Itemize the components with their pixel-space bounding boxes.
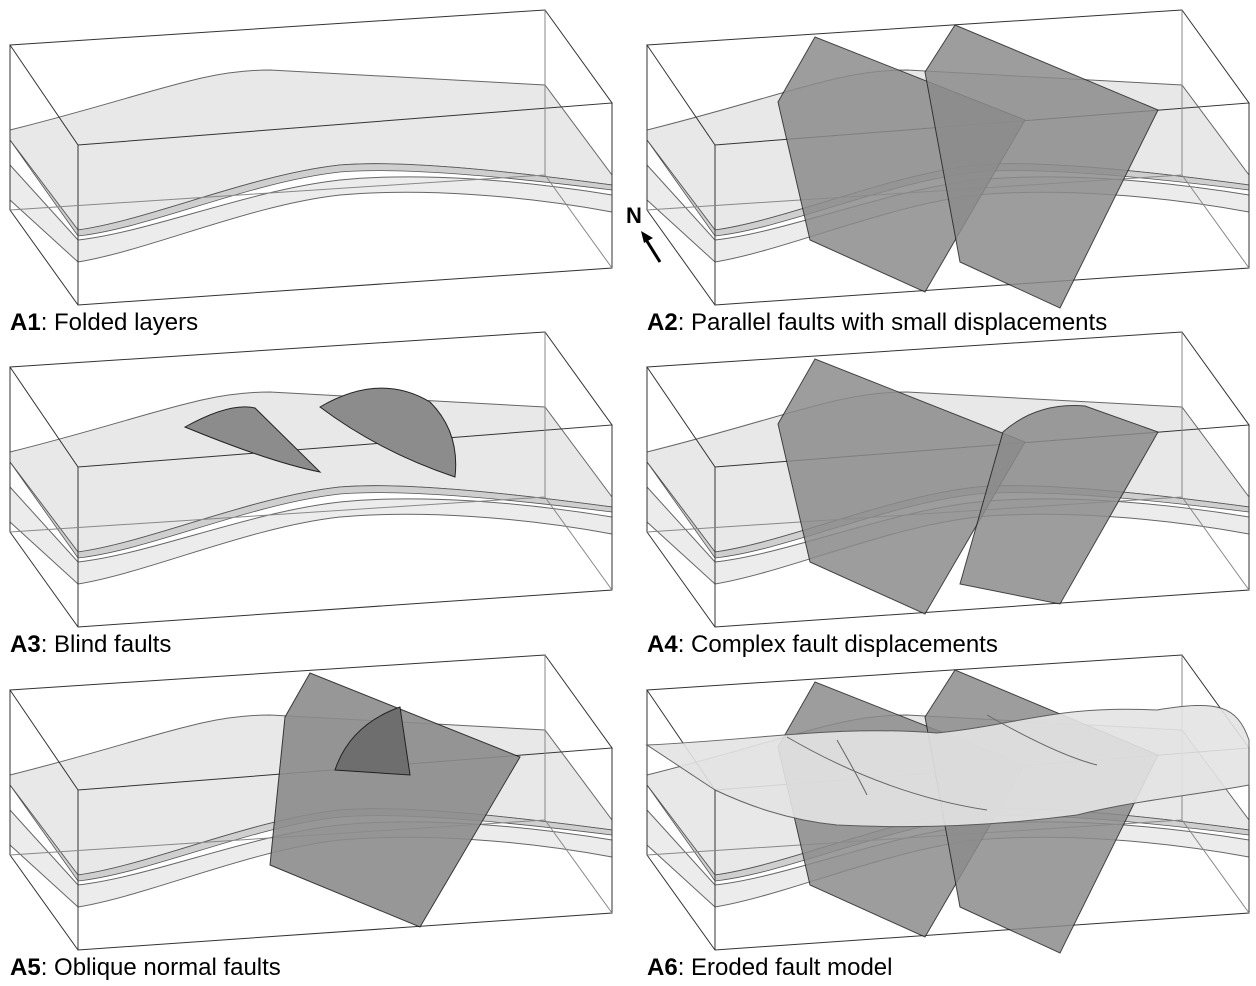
panel-a5	[10, 655, 612, 950]
caption: A1: Folded layers	[10, 309, 198, 337]
panel-label: A4	[647, 631, 678, 658]
panel-label: A2	[647, 309, 678, 336]
caption: A4: Complex fault displacements	[647, 631, 998, 659]
panel-caption: : Eroded fault model	[678, 954, 893, 981]
caption: A6: Eroded fault model	[647, 954, 892, 982]
figure	[0, 0, 1256, 986]
panel-a3	[10, 332, 612, 627]
panel-a1	[10, 10, 612, 305]
page: N A1: Folded layers A2: Parallel faults …	[0, 0, 1256, 986]
caption: A5: Oblique normal faults	[10, 954, 281, 982]
panel-a4	[647, 332, 1249, 627]
panel-caption: : Parallel faults with small displacemen…	[678, 309, 1108, 336]
panel-label: A5	[10, 954, 41, 981]
panel-caption: : Complex fault displacements	[678, 631, 998, 658]
north-label: N	[626, 203, 642, 229]
panel-caption: : Oblique normal faults	[41, 954, 281, 981]
panel-label: A3	[10, 631, 41, 658]
caption: A2: Parallel faults with small displacem…	[647, 309, 1107, 337]
panel-caption: : Blind faults	[41, 631, 172, 658]
caption: A3: Blind faults	[10, 631, 171, 659]
panel-label: A1	[10, 309, 41, 336]
panel-a2	[647, 10, 1249, 308]
panel-label: A6	[647, 954, 678, 981]
north-arrow	[641, 231, 660, 262]
panel-caption: : Folded layers	[41, 309, 198, 336]
panel-a6	[647, 655, 1249, 953]
